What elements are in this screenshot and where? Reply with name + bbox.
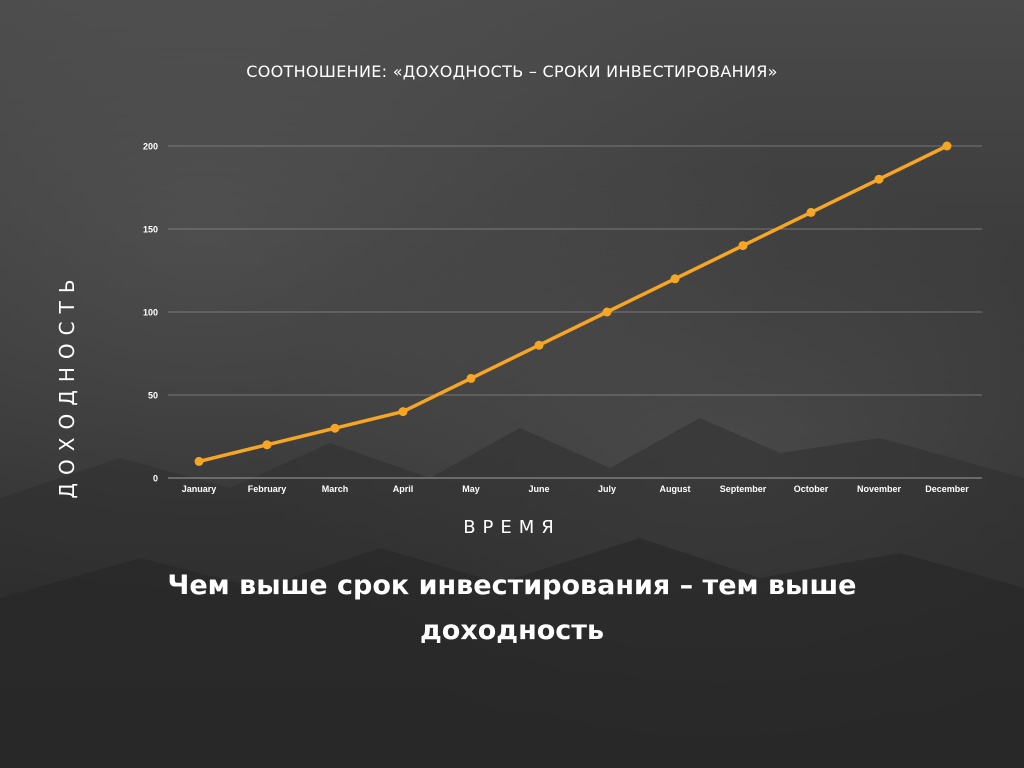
y-tick-label: 100 [143, 308, 158, 318]
x-tick-label: May [462, 484, 480, 494]
x-axis-title: ВРЕМЯ [463, 517, 561, 538]
x-tick-label: September [720, 484, 767, 494]
data-point [806, 207, 816, 217]
series-layer [194, 141, 952, 466]
series-line [197, 144, 949, 464]
y-tick-label: 50 [148, 391, 158, 401]
data-point [398, 407, 408, 417]
data-point [330, 423, 340, 433]
data-point [874, 174, 884, 184]
x-tick-label: December [925, 484, 969, 494]
caption: Чем выше срок инвестирования – тем выше … [167, 570, 857, 646]
x-tick-label: November [857, 484, 902, 494]
x-tick-label: August [660, 484, 691, 494]
data-point [942, 141, 952, 151]
data-point [738, 241, 748, 251]
data-point [194, 456, 204, 466]
x-tick-label: July [598, 484, 616, 494]
y-tick-label: 150 [143, 225, 158, 235]
mountain-silhouette [0, 418, 1024, 768]
x-tick-layer: January February March April May June July Augu… [182, 484, 970, 494]
data-point [262, 440, 272, 450]
grid-layer [168, 145, 982, 479]
x-tick-label: February [248, 484, 287, 494]
x-tick-label: March [322, 484, 349, 494]
x-tick-label: April [393, 484, 414, 494]
x-tick-label: October [794, 484, 829, 494]
x-tick-label: June [528, 484, 549, 494]
data-point [534, 340, 544, 350]
data-point [670, 274, 680, 284]
data-point [466, 373, 476, 383]
y-tick-layer: 0 50 100 150 200 [143, 142, 158, 484]
data-point [602, 307, 612, 317]
chart-title: СООТНОШЕНИЕ: «ДОХОДНОСТЬ – СРОКИ ИНВЕСТИ… [246, 62, 778, 81]
x-tick-label: January [182, 484, 217, 494]
y-tick-label: 200 [143, 142, 158, 152]
y-tick-label: 0 [153, 474, 158, 484]
